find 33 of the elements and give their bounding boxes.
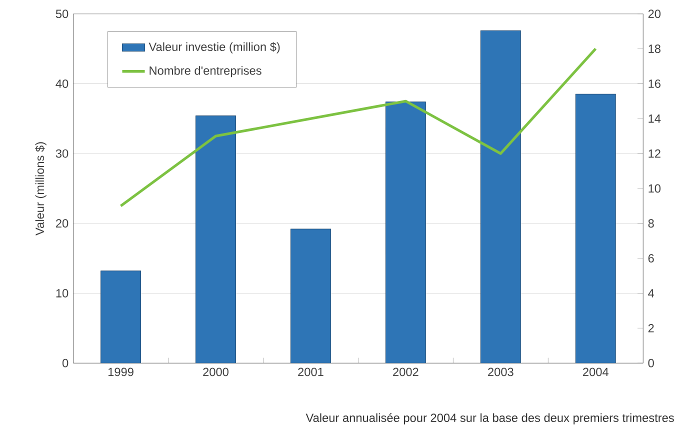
x-tick-label: 2002: [393, 368, 418, 376]
bar: [575, 94, 616, 363]
y2-tick-label: 8: [648, 219, 654, 228]
y2-tick-label: 16: [648, 79, 660, 88]
legend-label: Nombre d'entreprises: [150, 66, 262, 77]
x-tick-label: 2003: [488, 368, 514, 376]
x-tick-label: 2000: [203, 368, 228, 376]
bar: [196, 115, 236, 363]
y2-tick-label: 18: [648, 44, 660, 53]
y2-tick-label: 0: [648, 358, 654, 368]
y-tick-label: 10: [56, 288, 68, 298]
y-axis-title: Valeur (millions $): [35, 142, 46, 236]
bar: [385, 101, 426, 363]
y2-tick-label: 14: [648, 114, 661, 123]
y-tick-label: 40: [56, 79, 68, 88]
x-tick-label: 2004: [583, 368, 608, 376]
y2-tick-label: 4: [648, 288, 654, 298]
legend-label: Valeur investie (million $): [148, 42, 280, 54]
text: Valeur annualisée pour 2004 sur la base des deux premiers trimestres: [306, 413, 674, 424]
y-tick-label: 50: [56, 9, 68, 18]
bar: [480, 30, 521, 363]
y2-tick-label: 10: [648, 184, 661, 193]
bar: [290, 228, 331, 363]
y2-tick-label: 2: [648, 324, 654, 332]
y2-tick-label: 12: [648, 149, 660, 158]
bar: [100, 270, 141, 363]
y2-tick-label: 6: [648, 254, 654, 262]
y2-tick-label: 20: [648, 9, 661, 18]
y-tick-label: 30: [56, 149, 68, 158]
y-tick-label: 0: [62, 358, 68, 368]
x-tick-label: 1999: [108, 368, 134, 376]
x-tick-label: 2001: [298, 368, 324, 376]
y-tick-label: 20: [56, 219, 68, 228]
